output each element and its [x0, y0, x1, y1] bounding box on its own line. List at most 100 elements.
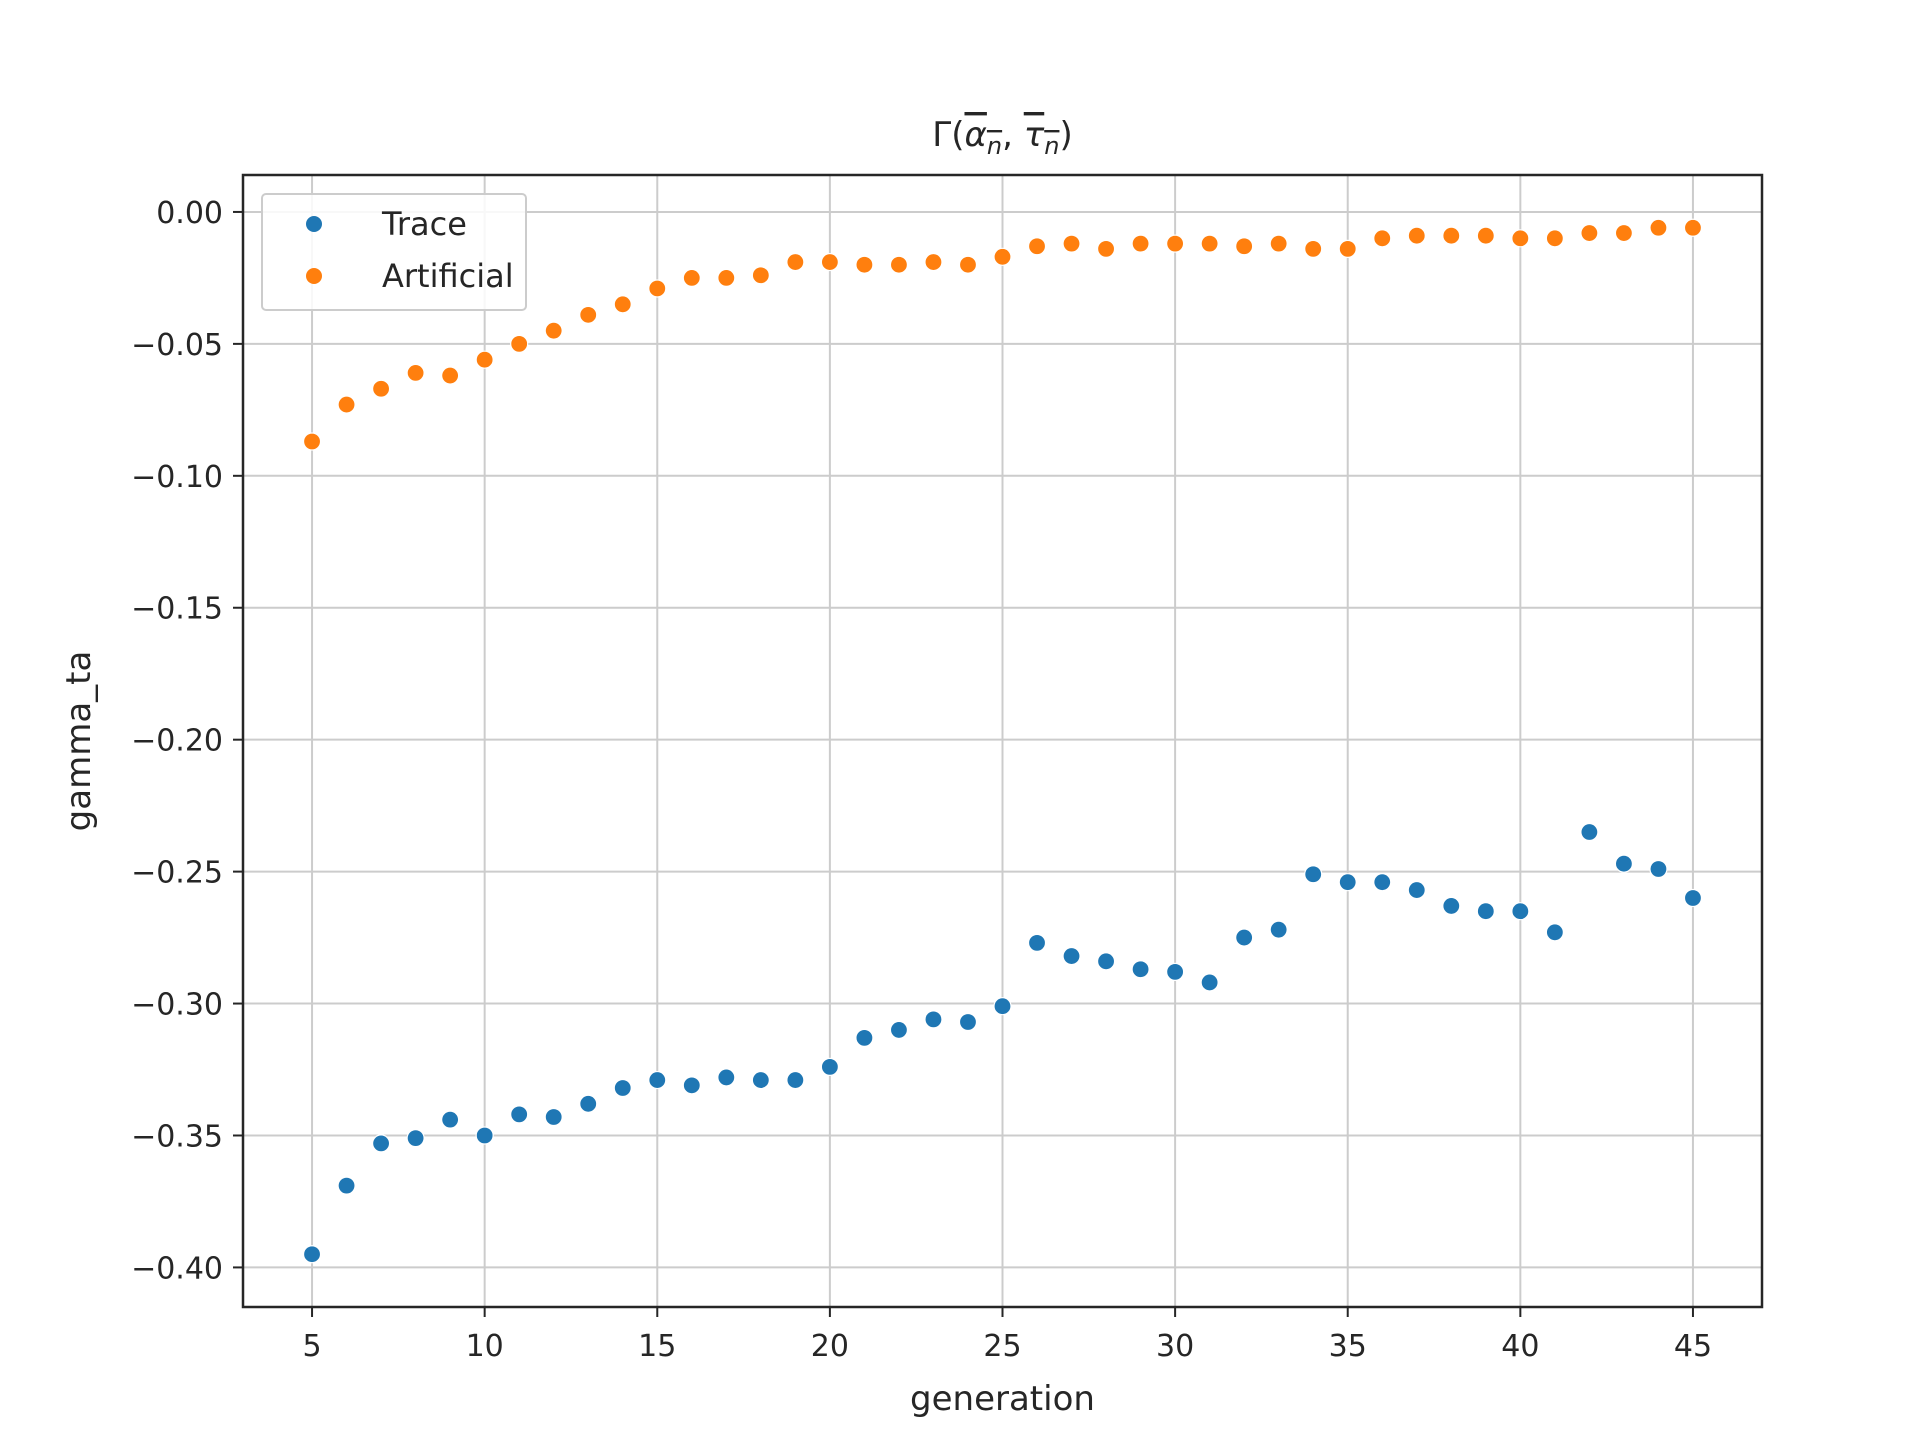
point-artificial [1200, 234, 1219, 253]
point-artificial [1131, 234, 1150, 253]
point-trace [993, 997, 1012, 1016]
point-artificial [1096, 239, 1116, 258]
point-trace [889, 1020, 909, 1040]
y-tick-label: −0.40 [131, 1251, 223, 1286]
x-axis-label: generation [910, 1379, 1095, 1419]
point-artificial [1166, 234, 1185, 253]
point-trace [1096, 952, 1116, 971]
point-trace [510, 1105, 529, 1124]
legend-marker-artificial [306, 268, 322, 284]
point-artificial [1545, 229, 1564, 248]
point-trace [1062, 946, 1081, 966]
point-trace [1407, 880, 1426, 900]
point-trace [855, 1028, 874, 1047]
point-trace [1200, 973, 1219, 992]
point-artificial [1062, 234, 1081, 253]
title-sym-alpha: α [964, 115, 986, 155]
point-trace [1614, 854, 1634, 873]
point-artificial [579, 305, 598, 324]
point-artificial [406, 363, 425, 383]
y-tick-label: −0.15 [131, 592, 223, 627]
legend-label-artificial: Artificial [382, 257, 514, 295]
point-artificial [1235, 237, 1254, 256]
x-tick-label: 35 [1329, 1329, 1367, 1364]
point-trace [613, 1078, 632, 1098]
legend-label-trace: Trace [381, 205, 467, 243]
title-sub-tau: n [1044, 132, 1059, 160]
x-tick-label: 45 [1674, 1329, 1712, 1364]
point-trace [682, 1076, 701, 1095]
x-tick-label: 5 [302, 1329, 321, 1364]
grid-lines [243, 175, 1762, 1307]
point-trace [1373, 873, 1392, 892]
point-artificial [441, 366, 460, 385]
point-trace [371, 1134, 391, 1153]
point-trace [1338, 873, 1357, 892]
point-artificial [1442, 226, 1461, 245]
point-artificial [1338, 239, 1357, 258]
point-trace [579, 1094, 598, 1113]
point-trace [1166, 962, 1185, 981]
legend-marker-trace [306, 216, 322, 232]
title-base: Γ( [932, 115, 964, 155]
point-artificial [1649, 218, 1668, 237]
point-trace [1235, 928, 1254, 947]
point-artificial [786, 252, 805, 272]
point-trace [648, 1070, 667, 1090]
point-artificial [993, 247, 1012, 266]
legend: Trace Artificial [261, 193, 527, 311]
point-artificial [682, 268, 701, 288]
point-artificial [1476, 226, 1495, 245]
point-artificial [1304, 239, 1323, 258]
x-tick-label: 10 [466, 1329, 504, 1364]
point-artificial [302, 432, 322, 451]
point-trace [337, 1176, 356, 1195]
point-trace [544, 1107, 563, 1127]
point-trace [1649, 859, 1668, 879]
point-artificial [1511, 229, 1530, 248]
point-artificial [613, 295, 632, 314]
y-tick-label: −0.10 [131, 460, 223, 495]
x-tick-label: 25 [983, 1329, 1021, 1364]
point-trace [924, 1010, 943, 1029]
title-end: ) [1059, 115, 1072, 155]
title-sep: , [1002, 115, 1024, 155]
point-trace [302, 1245, 322, 1264]
point-trace [717, 1068, 736, 1087]
point-trace [820, 1057, 839, 1076]
point-artificial [1373, 229, 1392, 248]
point-artificial [855, 255, 874, 274]
point-trace [1580, 822, 1599, 842]
y-tick-label: −0.30 [131, 988, 223, 1023]
point-artificial [751, 266, 770, 285]
point-artificial [958, 255, 978, 274]
point-artificial [717, 268, 736, 288]
x-tick-label: 40 [1501, 1329, 1539, 1364]
chart-title: Γ(αn, τn) [932, 115, 1072, 160]
point-trace [406, 1129, 425, 1148]
title-sym-tau: τ [1024, 115, 1045, 155]
data-points [302, 218, 1703, 1264]
point-artificial [820, 252, 839, 272]
axis-ticks: 5 10 15 20 25 30 35 40 45 0.00 −0.05 −0.10 −0.15 −0.2… [131, 196, 1712, 1364]
point-artificial [1683, 218, 1703, 237]
y-tick-label: 0.00 [156, 196, 223, 231]
point-artificial [544, 321, 563, 340]
point-trace [1545, 923, 1564, 942]
point-artificial [1614, 223, 1634, 243]
point-trace [1511, 902, 1530, 921]
point-trace [1304, 865, 1323, 884]
point-trace [441, 1110, 460, 1129]
point-artificial [475, 350, 494, 369]
legend-box [261, 193, 527, 311]
point-artificial [337, 395, 356, 414]
x-tick-label: 30 [1156, 1329, 1194, 1364]
x-tick-label: 20 [811, 1329, 849, 1364]
point-trace [786, 1070, 805, 1090]
point-artificial [648, 279, 667, 298]
point-artificial [510, 334, 529, 353]
point-trace [1269, 920, 1288, 939]
point-trace [958, 1012, 978, 1032]
point-trace [1027, 933, 1047, 952]
